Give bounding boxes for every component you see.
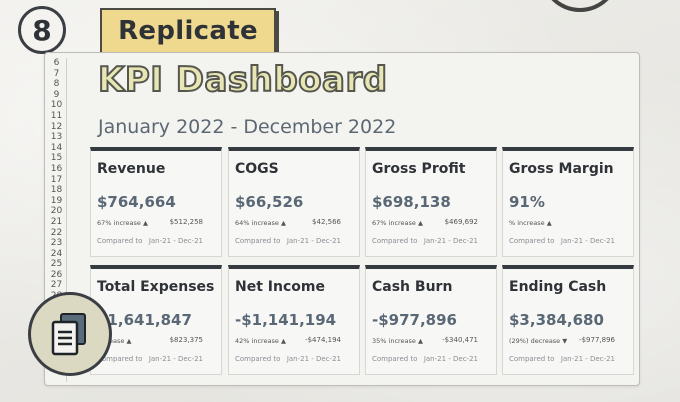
row-number: 18: [50, 185, 63, 196]
kpi-prior-value: $823,375: [169, 336, 203, 344]
row-number: 20: [50, 206, 63, 217]
kpi-card-cogs: COGS $66,526 64% increase ▲ $42,566 Comp…: [228, 147, 360, 257]
row-number: 26: [50, 269, 63, 280]
kpi-label: Gross Profit: [372, 161, 466, 177]
kpi-compare-label: Compared to: [235, 355, 281, 363]
kpi-label: Gross Margin: [509, 161, 614, 177]
kpi-change: % increase ▲: [509, 219, 552, 227]
copy-document-glyph: [51, 313, 86, 356]
kpi-compare-period: Jan-21 - Dec-21: [560, 355, 615, 363]
kpi-prior-value: $512,258: [169, 218, 203, 226]
row-number: 22: [50, 227, 63, 238]
kpi-compare-label: Compared to: [97, 237, 143, 245]
kpi-compare-label: Compared to: [235, 237, 281, 245]
row-number: 24: [50, 248, 63, 259]
row-number: 9: [53, 89, 60, 100]
replicate-tag: Replicate: [100, 8, 276, 54]
kpi-prior-value: $42,566: [312, 218, 341, 226]
kpi-card-revenue: Revenue $764,664 67% increase ▲ $512,258…: [90, 147, 222, 257]
row-number: 6: [53, 58, 60, 68]
row-number: 11: [50, 110, 63, 121]
kpi-compare-period: Jan-21 - Dec-21: [148, 355, 203, 363]
kpi-card-ending-cash: Ending Cash $3,384,680 (29%) decrease ▼ …: [502, 265, 634, 375]
kpi-change: 35% increase ▲: [372, 337, 423, 345]
kpi-change: 67% increase ▲: [97, 219, 148, 227]
kpi-change: 42% increase ▲: [235, 337, 286, 345]
row-number: 15: [50, 153, 63, 164]
step-number-badge: 8: [18, 6, 66, 54]
row-number: 25: [50, 259, 63, 270]
kpi-change: 67% increase ▲: [372, 219, 423, 227]
kpi-label: Total Expenses: [97, 279, 215, 295]
dashboard-date-range: January 2022 - December 2022: [98, 116, 397, 138]
row-number: 23: [50, 238, 63, 249]
kpi-compare-label: Compared to: [97, 355, 143, 363]
row-number: 27: [50, 280, 63, 291]
row-number: 8: [53, 79, 60, 90]
kpi-change: 64% increase ▲: [235, 219, 286, 227]
kpi-compare-label: Compared to: [372, 237, 418, 245]
kpi-compare-period: Jan-21 - Dec-21: [286, 355, 341, 363]
replicate-label: Replicate: [118, 16, 258, 46]
row-number: 17: [50, 174, 63, 185]
kpi-card-gross-profit: Gross Profit $698,138 67% increase ▲ $46…: [365, 147, 497, 257]
kpi-value: $1,641,847: [97, 311, 192, 329]
row-number: 7: [53, 68, 60, 79]
kpi-card-gross-margin: Gross Margin 91% % increase ▲ Compared t…: [502, 147, 634, 257]
kpi-change: increase ▲: [97, 337, 132, 345]
kpi-value: -$977,896: [372, 311, 457, 329]
dashboard-title: KPI Dashboard: [97, 59, 388, 101]
kpi-compare-label: Compared to: [509, 237, 555, 245]
step-number: 8: [32, 13, 52, 47]
kpi-value: $3,384,680: [509, 311, 604, 329]
kpi-prior-value: $469,692: [444, 218, 478, 226]
kpi-label: Revenue: [97, 161, 166, 177]
copy-document-icon[interactable]: [28, 292, 112, 376]
row-number: 19: [50, 195, 63, 206]
row-number: 16: [50, 163, 63, 174]
kpi-value: $698,138: [372, 193, 451, 211]
kpi-compare-period: Jan-21 - Dec-21: [560, 237, 615, 245]
kpi-card-cash-burn: Cash Burn -$977,896 35% increase ▲ -$340…: [365, 265, 497, 375]
kpi-compare-label: Compared to: [509, 355, 555, 363]
kpi-prior-value: -$977,896: [579, 336, 615, 344]
kpi-compare-label: Compared to: [372, 355, 418, 363]
kpi-card-total-expenses: Total Expenses $1,641,847 increase ▲ $82…: [90, 265, 222, 375]
kpi-compare-period: Jan-21 - Dec-21: [423, 355, 478, 363]
kpi-label: Cash Burn: [372, 279, 453, 295]
kpi-compare-period: Jan-21 - Dec-21: [423, 237, 478, 245]
row-number: 12: [50, 121, 63, 132]
kpi-value: $764,664: [97, 193, 176, 211]
kpi-card-net-income: Net Income -$1,141,194 42% increase ▲ -$…: [228, 265, 360, 375]
kpi-label: Ending Cash: [509, 279, 607, 295]
kpi-value: $66,526: [235, 193, 304, 211]
kpi-label: COGS: [235, 161, 279, 177]
row-number: 13: [50, 132, 63, 143]
kpi-value: -$1,141,194: [235, 311, 337, 329]
kpi-value: 91%: [509, 193, 545, 211]
kpi-prior-value: -$474,194: [305, 336, 341, 344]
row-number: 21: [50, 216, 63, 227]
row-number: 10: [50, 100, 63, 111]
row-number: 14: [50, 142, 63, 153]
kpi-prior-value: -$340,471: [442, 336, 478, 344]
kpi-change: (29%) decrease ▼: [509, 337, 568, 345]
kpi-compare-period: Jan-21 - Dec-21: [286, 237, 341, 245]
kpi-label: Net Income: [235, 279, 325, 295]
kpi-compare-period: Jan-21 - Dec-21: [148, 237, 203, 245]
